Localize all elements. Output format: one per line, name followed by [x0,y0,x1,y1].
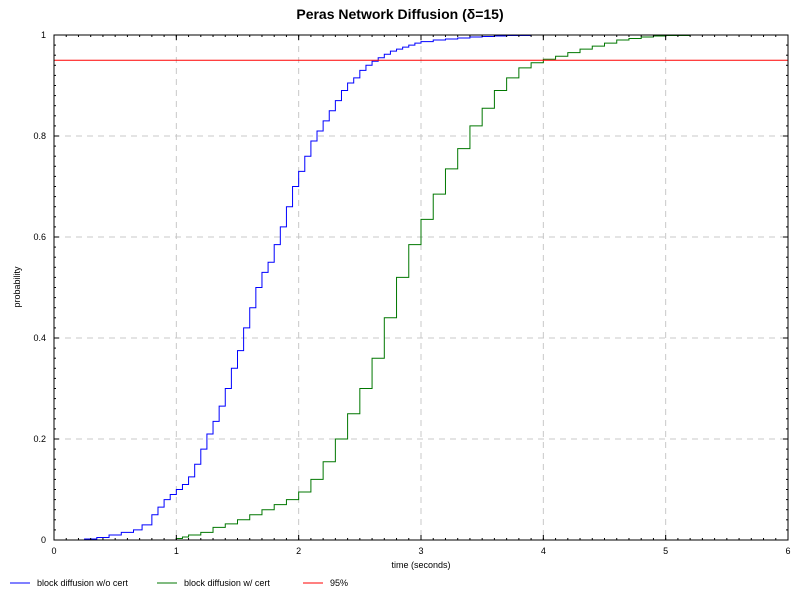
x-tick-label: 5 [663,546,668,556]
y-tick-label: 1 [41,30,46,40]
x-tick-label: 6 [785,546,790,556]
grid-lines [54,35,788,540]
y-tick-label: 0 [41,535,46,545]
chart-title: Peras Network Diffusion (δ=15) [296,6,503,22]
x-axis-label: time (seconds) [391,560,450,570]
x-tick-label: 1 [174,546,179,556]
legend-label-3: 95% [330,578,348,588]
axis-ticks: 0 1 2 3 4 5 6 0 0.2 0.4 0.6 0.8 1 [33,30,790,556]
legend: block diffusion w/o cert block diffusion … [10,578,348,588]
x-tick-label: 4 [541,546,546,556]
data-series [54,34,788,541]
legend-label-1: block diffusion w/o cert [37,578,128,588]
legend-label-2: block diffusion w/ cert [184,578,270,588]
y-axis-label: probability [12,266,22,308]
x-tick-label: 3 [418,546,423,556]
series-line-2 [54,34,788,541]
x-tick-label: 2 [296,546,301,556]
y-tick-label: 0.4 [33,333,46,343]
x-tick-label: 0 [51,546,56,556]
series-line-1 [54,34,788,541]
y-tick-label: 0.2 [33,434,46,444]
y-tick-label: 0.6 [33,232,46,242]
y-tick-label: 0.8 [33,131,46,141]
